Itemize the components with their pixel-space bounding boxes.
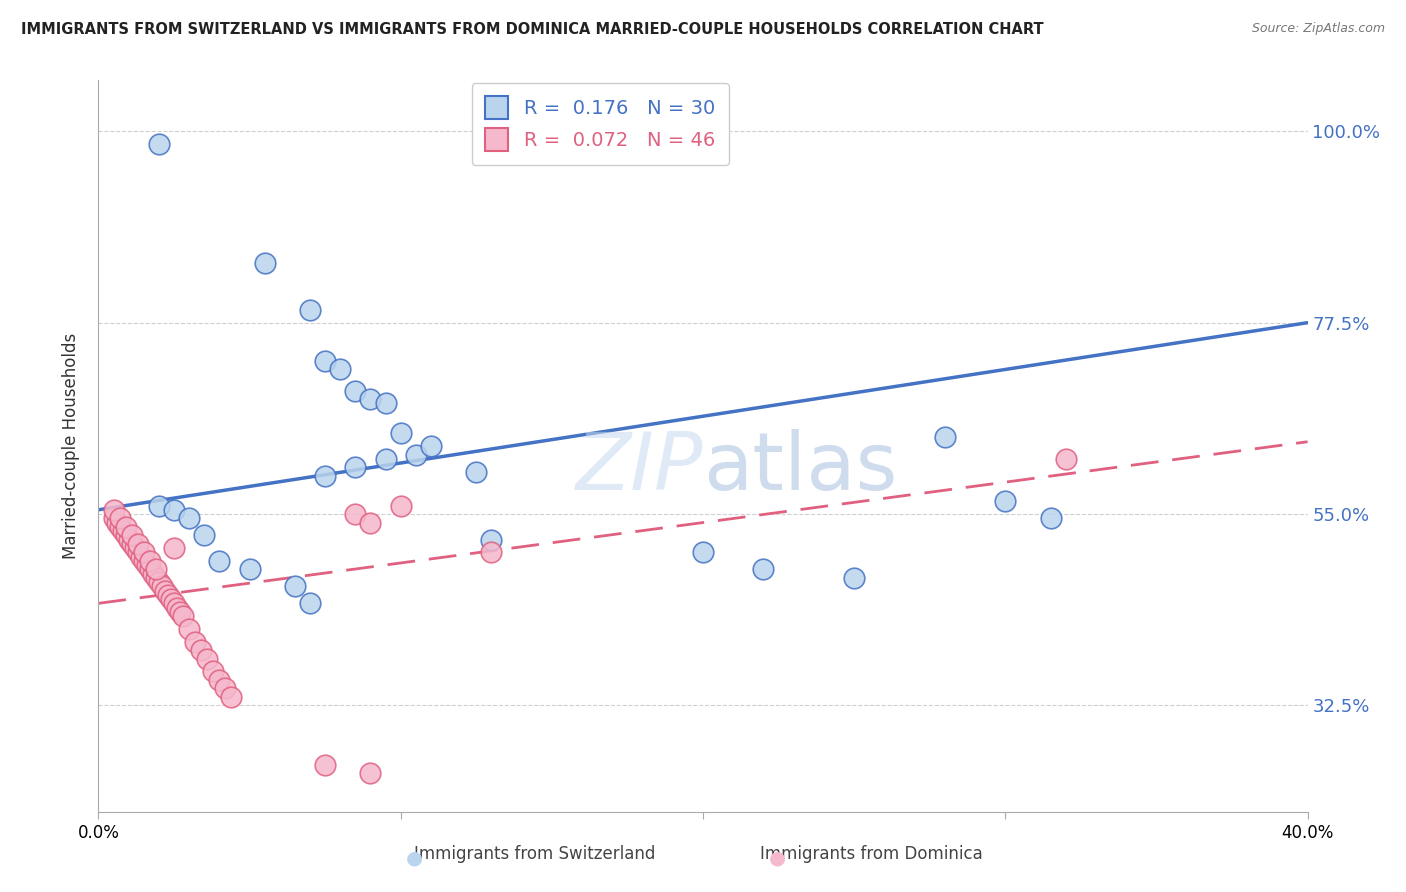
Point [114,528,136,542]
Point [163,596,186,610]
Point [163,541,186,555]
Point [314,354,336,368]
Point [195,651,218,665]
Point [148,575,170,590]
Point [153,583,176,598]
Point [108,511,131,525]
Text: ●: ● [769,848,786,868]
Point [239,562,262,576]
Point [360,766,382,780]
Point [465,465,488,479]
Point [127,537,149,551]
Point [314,758,336,772]
Text: Immigrants from Switzerland: Immigrants from Switzerland [413,846,655,863]
Point [1039,511,1062,525]
Point [299,302,322,317]
Point [344,384,367,398]
Point [299,596,322,610]
Text: Source: ZipAtlas.com: Source: ZipAtlas.com [1251,22,1385,36]
Point [208,673,231,687]
Point [344,460,367,475]
Point [145,562,167,576]
Point [111,524,134,538]
Point [389,426,412,441]
Point [844,571,866,585]
Point [405,448,427,462]
Point [148,499,170,513]
Point [127,545,149,559]
Point [1054,451,1077,466]
Point [132,554,155,568]
Point [103,503,125,517]
Point [329,362,352,376]
Point [253,256,276,270]
Point [160,592,183,607]
Point [994,494,1017,508]
Text: atlas: atlas [703,429,897,507]
Point [934,430,956,444]
Y-axis label: Married-couple Households: Married-couple Households [62,333,80,559]
Point [208,554,231,568]
Point [314,468,336,483]
Point [108,520,131,534]
Point [214,681,236,696]
Point [103,511,125,525]
Point [139,554,162,568]
Point [121,537,143,551]
Text: IMMIGRANTS FROM SWITZERLAND VS IMMIGRANTS FROM DOMINICA MARRIED-COUPLE HOUSEHOLD: IMMIGRANTS FROM SWITZERLAND VS IMMIGRANT… [21,22,1043,37]
Point [360,392,382,407]
Point [202,665,225,679]
Point [190,643,212,657]
Point [114,520,136,534]
Point [105,516,128,530]
Point [374,451,396,466]
Text: ●: ● [406,848,423,868]
Text: Immigrants from Dominica: Immigrants from Dominica [761,846,983,863]
Point [163,503,186,517]
Point [481,545,503,559]
Point [124,541,146,555]
Text: ZIP: ZIP [575,429,703,507]
Point [156,588,179,602]
Point [139,562,162,576]
Point [179,622,201,636]
Point [121,528,143,542]
Point [360,516,382,530]
Point [169,605,191,619]
Point [184,634,207,648]
Point [145,571,167,585]
Point [389,499,412,513]
Point [166,600,188,615]
Point [193,528,215,542]
Point [481,533,503,547]
Point [135,558,157,572]
Point [752,562,775,576]
Point [179,511,201,525]
Point [221,690,243,704]
Point [284,579,307,593]
Point [148,137,170,152]
Point [374,396,396,410]
Point [129,549,152,564]
Point [150,579,173,593]
Point [132,545,155,559]
Point [344,507,367,521]
Point [142,566,165,581]
Point [118,533,141,547]
Point [172,609,194,624]
Point [692,545,714,559]
Point [420,439,443,453]
Legend: R =  0.176   N = 30, R =  0.072   N = 46: R = 0.176 N = 30, R = 0.072 N = 46 [471,83,728,164]
